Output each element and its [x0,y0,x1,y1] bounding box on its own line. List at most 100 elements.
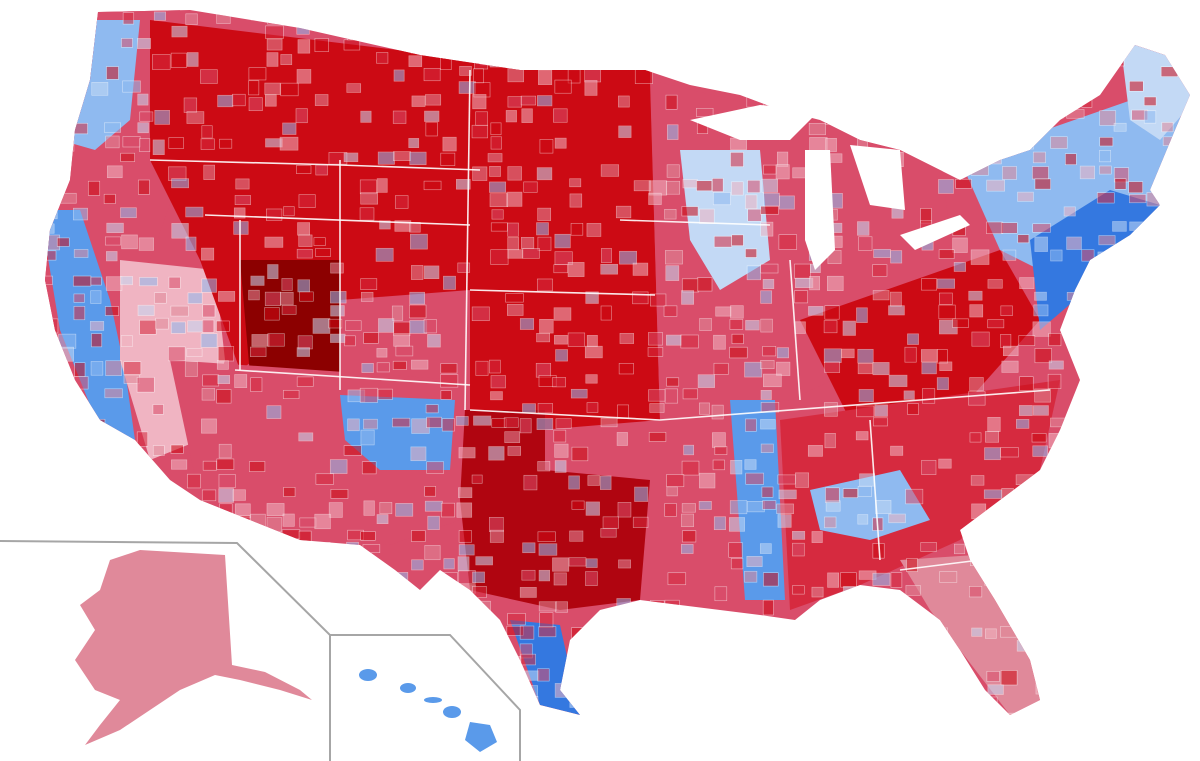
county-tile [344,335,356,347]
county-tile [763,10,774,20]
great-lakes [690,105,970,270]
county-tile [472,586,487,598]
county-tile [328,699,344,711]
county-tile [266,516,282,533]
county-tile [1130,599,1148,611]
county-tile [761,178,778,193]
county-tile [45,193,58,205]
county-tile [1031,614,1047,629]
county-tile [1032,558,1050,570]
county-tile [282,122,297,135]
county-tile [424,25,437,38]
county-tile [968,53,982,67]
county-tile [1112,655,1128,670]
county-tile [296,248,313,259]
county-tile [267,11,280,25]
county-tile [1001,135,1013,151]
county-tile [633,40,646,51]
county-tile [394,641,411,650]
county-tile [905,80,918,91]
county-tile [312,318,331,334]
hawaii-island-molokai [424,697,442,703]
county-tile [201,278,217,293]
county-tile [296,347,310,357]
hawaii-islands [359,669,497,752]
county-tile [727,641,739,657]
county-tile [234,195,251,205]
county-tile [906,96,918,106]
county-tile [106,66,119,80]
county-tile [296,69,312,84]
county-tile [777,514,792,528]
county-tile [393,69,405,82]
county-tile [105,360,122,376]
county-tile [312,11,324,21]
county-tile [667,572,687,586]
county-tile [73,293,85,303]
county-tile [634,697,650,711]
county-tile [393,151,411,161]
county-tile [459,65,472,76]
county-tile [873,82,885,92]
county-tile [507,166,522,181]
county-tile [1177,277,1189,291]
county-tile [571,627,584,640]
county-tile [168,137,184,149]
county-tile [171,223,189,239]
county-tile [970,41,983,54]
county-tile [857,80,874,94]
county-tile [1194,70,1200,79]
county-tile [922,388,936,404]
county-tile [232,682,248,698]
county-tile [426,461,445,474]
county-tile [571,40,585,51]
county-tile [825,500,841,512]
county-tile [488,446,505,461]
county-tile [1066,41,1085,53]
county-tile [171,25,188,38]
hawaii-inset [330,634,521,761]
county-tile [1095,332,1113,344]
county-tile [473,613,490,627]
county-tile [219,138,233,149]
county-tile [1019,83,1031,98]
hawaii-island-big-island [465,722,497,752]
county-tile [1144,292,1161,305]
county-tile [776,79,793,95]
county-tile [1050,668,1065,682]
county-tile [45,559,53,573]
county-tile [938,458,952,469]
county-tile [328,685,344,701]
county-tile [633,655,647,669]
county-tile [985,82,998,93]
county-tile [440,572,458,586]
county-tile [872,572,891,586]
county-tile [379,220,391,230]
county-tile [170,713,184,715]
county-tile [763,572,779,587]
county-tile [1192,83,1200,95]
county-tile [1114,178,1127,190]
county-tile [745,320,760,331]
county-tile [1018,26,1033,36]
county-tile [379,502,393,515]
county-tile [1000,447,1019,458]
county-tile [681,290,694,305]
county-tile [778,234,798,250]
county-tile [234,374,248,388]
county-tile [538,39,555,52]
county-tile [45,543,55,555]
county-tile [507,67,524,83]
county-tile [58,626,71,638]
county-tile [651,615,666,625]
county-tile [45,471,58,486]
county-tile [874,404,888,417]
county-tile [471,474,483,484]
county-tile [697,374,715,388]
county-tile [423,68,441,82]
county-tile [522,248,540,259]
county-tile [939,361,953,371]
county-tile [855,431,869,441]
county-tile [760,360,775,370]
county-tile [1002,249,1017,261]
